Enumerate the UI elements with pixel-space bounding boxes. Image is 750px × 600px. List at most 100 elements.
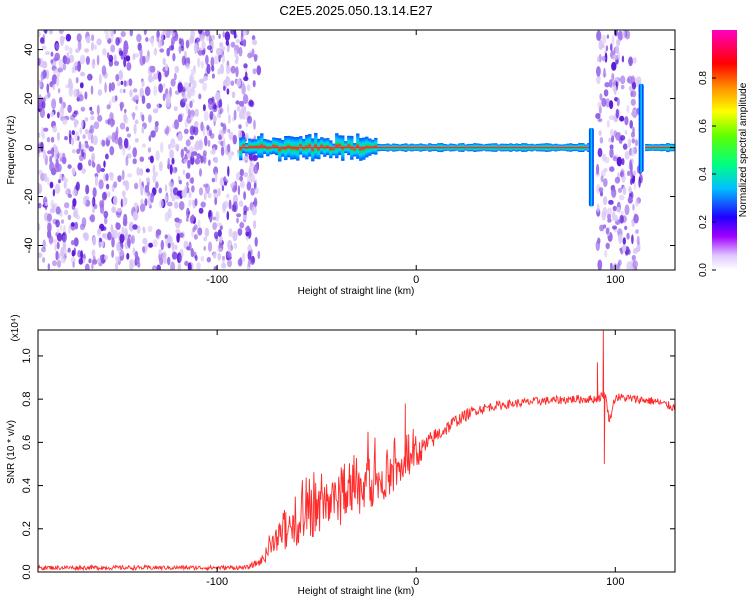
noise-speckle xyxy=(189,75,193,84)
noise-speckle xyxy=(228,113,231,124)
noise-speckle xyxy=(94,173,99,178)
noise-speckle xyxy=(257,250,261,260)
noise-speckle xyxy=(178,45,182,54)
noise-speckle xyxy=(79,54,86,65)
noise-speckle xyxy=(90,115,95,121)
noise-speckle xyxy=(234,58,239,65)
noise-speckle xyxy=(50,59,54,64)
noise-speckle xyxy=(212,104,218,113)
noise-speckle xyxy=(47,113,50,119)
noise-speckle xyxy=(221,53,225,64)
noise-speckle xyxy=(142,226,145,232)
noise-speckle xyxy=(45,51,50,56)
noise-speckle xyxy=(66,52,70,58)
noise-speckle xyxy=(224,181,227,186)
noise-speckle xyxy=(50,51,54,57)
noise-speckle xyxy=(91,198,95,205)
noise-speckle xyxy=(101,139,106,147)
noise-speckle xyxy=(633,213,639,224)
noise-speckle xyxy=(114,95,118,102)
noise-speckle xyxy=(233,242,238,250)
noise-speckle xyxy=(598,53,602,63)
noise-speckle xyxy=(74,110,79,116)
noise-speckle xyxy=(150,130,156,138)
noise-speckle xyxy=(611,73,615,81)
noise-speckle xyxy=(38,202,42,209)
noise-speckle xyxy=(111,206,116,213)
noise-speckle xyxy=(225,65,231,75)
noise-speckle xyxy=(79,82,84,89)
noise-speckle xyxy=(54,243,57,251)
noise-speckle xyxy=(176,190,182,197)
noise-speckle xyxy=(605,45,609,52)
noise-speckle xyxy=(144,184,150,193)
noise-speckle xyxy=(169,182,174,192)
noise-speckle xyxy=(240,32,244,44)
noise-speckle xyxy=(223,137,226,149)
noise-speckle xyxy=(58,30,64,35)
noise-speckle xyxy=(213,189,218,194)
noise-speckle xyxy=(132,224,138,230)
ridge-segment xyxy=(374,137,378,155)
noise-speckle xyxy=(173,201,179,209)
noise-speckle xyxy=(222,256,225,265)
noise-speckle xyxy=(108,59,114,67)
noise-speckle xyxy=(596,66,601,77)
noise-speckle xyxy=(38,152,41,158)
noise-speckle xyxy=(236,213,242,218)
noise-speckle xyxy=(158,248,162,256)
noise-speckle xyxy=(624,130,628,135)
noise-speckle xyxy=(62,234,66,241)
spectrogram-ytick-label: -20 xyxy=(23,189,35,205)
noise-speckle xyxy=(633,182,636,190)
noise-speckle xyxy=(236,217,239,224)
noise-speckle xyxy=(91,249,96,257)
noise-speckle xyxy=(152,239,158,248)
noise-speckle xyxy=(191,151,195,159)
snr-xtick-label: -100 xyxy=(206,576,228,588)
noise-speckle xyxy=(109,146,115,156)
noise-speckle xyxy=(41,101,46,109)
noise-speckle xyxy=(597,101,602,109)
ridge-segment xyxy=(260,133,264,158)
noise-speckle xyxy=(631,138,636,144)
noise-speckle xyxy=(38,223,41,231)
noise-speckle xyxy=(618,194,625,201)
noise-speckle xyxy=(236,78,241,87)
noise-speckle xyxy=(220,146,225,156)
noise-speckle xyxy=(122,146,126,156)
noise-speckle xyxy=(237,185,241,196)
noise-speckle xyxy=(88,73,91,81)
noise-speckle xyxy=(40,141,44,152)
snr-ytick-label: 0.2 xyxy=(21,521,33,536)
noise-speckle xyxy=(167,256,171,266)
noise-speckle xyxy=(157,39,163,48)
colorbar-tick-label: 0.4 xyxy=(698,167,709,181)
noise-speckle xyxy=(128,221,134,232)
noise-speckle xyxy=(627,196,633,204)
noise-speckle xyxy=(91,59,96,69)
spectrogram-ytick-label: 0 xyxy=(23,144,35,150)
noise-speckle xyxy=(181,55,186,66)
noise-speckle xyxy=(54,202,58,210)
noise-speckle xyxy=(189,135,195,140)
noise-speckle xyxy=(171,123,175,129)
noise-speckle xyxy=(603,167,608,173)
ridge-segment xyxy=(239,137,243,161)
spectrogram-xtick-label: 100 xyxy=(606,274,624,286)
noise-speckle xyxy=(110,44,116,53)
noise-speckle xyxy=(196,262,201,270)
noise-speckle xyxy=(635,229,639,235)
noise-speckle xyxy=(73,237,79,247)
noise-speckle xyxy=(213,266,218,270)
noise-speckle xyxy=(55,250,59,261)
noise-speckle xyxy=(215,91,221,102)
noise-speckle xyxy=(224,31,231,41)
noise-speckle xyxy=(184,260,189,267)
noise-speckle xyxy=(231,151,235,156)
noise-speckle xyxy=(190,86,196,97)
noise-speckle xyxy=(144,243,149,251)
noise-speckle xyxy=(226,251,232,259)
noise-speckle xyxy=(155,229,162,236)
noise-speckle xyxy=(58,58,63,69)
